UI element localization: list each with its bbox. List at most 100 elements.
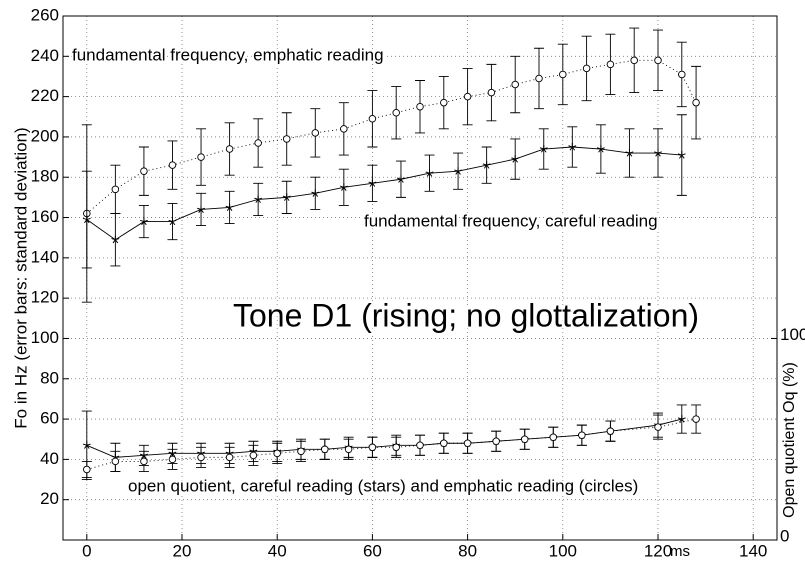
y-tick-label: 80 [40, 368, 59, 387]
x-unit-label: ms [670, 543, 690, 560]
data-point [254, 195, 263, 203]
data-point [677, 151, 686, 159]
data-point [111, 235, 120, 244]
series [81, 27, 702, 303]
data-point [82, 215, 91, 224]
data-point [568, 143, 577, 151]
data-point [273, 449, 281, 458]
x-tick-label: 80 [458, 541, 477, 560]
y-tick-label: 140 [31, 247, 59, 266]
data-point [582, 64, 591, 73]
y-tick-label: 180 [31, 167, 59, 186]
data-point [454, 167, 463, 175]
data-point [692, 415, 700, 423]
data-point [678, 70, 686, 79]
data-point [511, 155, 520, 163]
data-point [492, 437, 500, 445]
y-tick-label: 40 [40, 449, 59, 468]
data-point [482, 161, 491, 169]
series-line [86, 418, 697, 470]
data-point [654, 423, 662, 431]
x-tick-label: 0 [82, 541, 91, 560]
data-point [654, 149, 662, 157]
data-point [111, 185, 120, 194]
data-point [111, 457, 120, 466]
data-point [368, 443, 377, 452]
data-point [225, 453, 234, 462]
data-point [520, 435, 529, 443]
y-tick-label: 160 [31, 207, 59, 226]
data-point [606, 427, 615, 435]
data-point [282, 135, 291, 143]
data-point [340, 125, 348, 133]
annotation: fundamental frequency, emphatic reading [72, 45, 384, 64]
data-point [578, 431, 586, 439]
data-point [368, 115, 377, 123]
data-point [625, 149, 634, 157]
data-point [282, 193, 291, 201]
data-point [225, 145, 234, 153]
data-point [168, 455, 177, 464]
data-point [535, 74, 543, 83]
data-point [82, 441, 91, 449]
data-point [140, 167, 148, 175]
data-point [487, 88, 496, 97]
data-point [225, 203, 234, 211]
data-point [425, 169, 434, 177]
y2-tick-label: 100 [780, 325, 805, 344]
data-point [368, 179, 377, 187]
data-point [339, 183, 348, 191]
y-tick-label: 240 [31, 46, 59, 65]
annotation: fundamental frequency, careful reading [364, 211, 658, 230]
y-tick-label: 120 [31, 288, 59, 307]
y2-tick-label: 0 [780, 526, 789, 545]
data-point [559, 70, 567, 79]
y-axis-label: Fo in Hz (error bars: standard deviation… [11, 127, 30, 428]
x-tick-label: 140 [739, 541, 767, 560]
data-point [297, 447, 305, 456]
y-tick-label: 260 [31, 5, 59, 24]
data-point [249, 451, 258, 460]
series [81, 114, 687, 269]
data-point [197, 453, 205, 462]
data-point [549, 433, 558, 441]
data-point [392, 443, 400, 452]
data-point [606, 60, 615, 69]
data-point [140, 457, 148, 466]
data-point [311, 129, 320, 137]
data-point [197, 205, 205, 214]
data-point [630, 56, 638, 65]
data-point [311, 189, 320, 197]
data-point [463, 439, 472, 448]
x-tick-label: 120 [644, 541, 672, 560]
data-point [463, 92, 472, 101]
data-point [539, 145, 548, 153]
data-point [168, 161, 177, 169]
data-point [392, 108, 400, 117]
plot-frame [62, 15, 778, 541]
data-point [596, 145, 605, 153]
series-line [86, 418, 682, 458]
data-point [397, 175, 405, 183]
x-tick-label: 100 [549, 541, 577, 560]
data-point [344, 445, 353, 454]
data-point [440, 98, 448, 107]
data-point [677, 415, 686, 423]
y-tick-label: 60 [40, 409, 59, 428]
data-point [254, 139, 262, 147]
data-point [416, 441, 424, 450]
data-point [139, 217, 148, 226]
annotation: Tone D1 (rising; no glottalization) [233, 297, 699, 333]
y-tick-label: 200 [31, 126, 59, 145]
data-point [654, 56, 662, 65]
data-point [440, 439, 448, 448]
y-tick-label: 220 [31, 86, 59, 105]
x-tick-label: 20 [173, 541, 192, 560]
data-point [321, 445, 329, 454]
data-point [511, 80, 519, 89]
y-tick-label: 20 [40, 489, 59, 508]
x-tick-label: 40 [268, 541, 287, 560]
y-tick-label: 100 [31, 328, 59, 347]
